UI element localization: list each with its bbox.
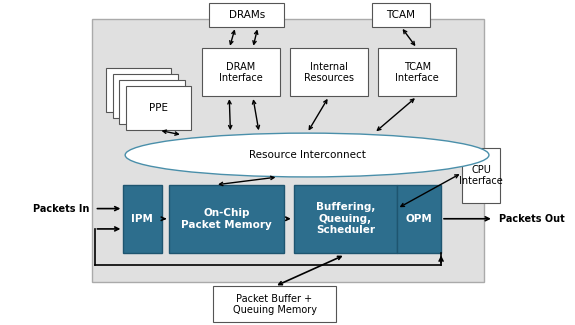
Ellipse shape bbox=[125, 133, 489, 177]
Bar bbox=[397, 185, 441, 253]
Bar bbox=[169, 185, 284, 253]
Text: Packet Buffer +
Queuing Memory: Packet Buffer + Queuing Memory bbox=[232, 293, 316, 315]
Text: PPE: PPE bbox=[149, 103, 168, 113]
Bar bbox=[202, 48, 280, 96]
Bar bbox=[209, 3, 284, 27]
Text: TCAM: TCAM bbox=[386, 10, 415, 20]
Text: OPM: OPM bbox=[406, 214, 432, 224]
Bar bbox=[294, 185, 397, 253]
Bar bbox=[106, 68, 171, 112]
Bar bbox=[123, 185, 162, 253]
Text: On-Chip
Packet Memory: On-Chip Packet Memory bbox=[181, 208, 272, 229]
Text: IPM: IPM bbox=[132, 214, 154, 224]
Bar bbox=[462, 148, 500, 203]
Text: Buffering,
Queuing,
Scheduler: Buffering, Queuing, Scheduler bbox=[316, 202, 375, 235]
Text: CPU
Interface: CPU Interface bbox=[459, 165, 503, 186]
Text: Resource Interconnect: Resource Interconnect bbox=[248, 150, 366, 160]
Bar bbox=[126, 86, 191, 130]
Bar bbox=[378, 48, 457, 96]
Bar bbox=[91, 19, 484, 282]
Text: DRAMs: DRAMs bbox=[229, 10, 265, 20]
Bar bbox=[290, 48, 369, 96]
Bar bbox=[372, 3, 430, 27]
Text: Packets Out: Packets Out bbox=[499, 214, 564, 224]
Text: Internal
Resources: Internal Resources bbox=[304, 61, 354, 83]
Bar bbox=[120, 80, 185, 124]
Text: DRAM
Interface: DRAM Interface bbox=[219, 61, 263, 83]
Bar bbox=[113, 74, 178, 118]
Text: TCAM
Interface: TCAM Interface bbox=[395, 61, 439, 83]
Text: Packets In: Packets In bbox=[33, 203, 90, 214]
Bar bbox=[213, 286, 336, 322]
